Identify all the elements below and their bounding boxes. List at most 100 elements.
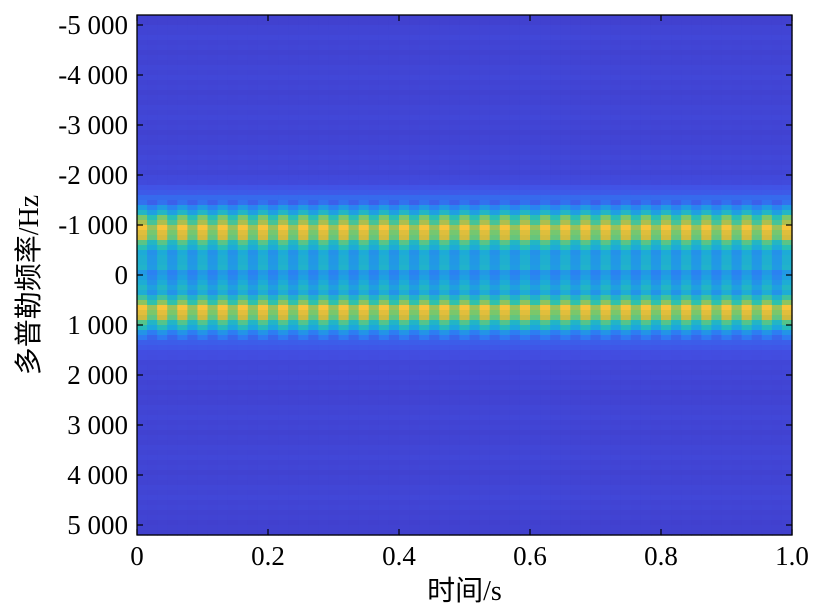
heatmap-cell	[721, 260, 733, 266]
heatmap-cell	[509, 295, 521, 301]
heatmap-cell	[550, 120, 561, 126]
heatmap-cell	[570, 325, 581, 331]
heatmap-cell	[671, 65, 682, 71]
heatmap-cell	[388, 210, 400, 216]
heatmap-cell	[257, 260, 269, 266]
heatmap-cell	[721, 195, 733, 201]
heatmap-cell	[368, 375, 380, 381]
heatmap-cell	[479, 230, 491, 236]
heatmap-cell	[318, 325, 330, 331]
heatmap-cell	[247, 240, 259, 246]
heatmap-cell	[227, 335, 239, 341]
heatmap-cell	[409, 275, 420, 281]
heatmap-cell	[630, 155, 642, 161]
heatmap-cell	[147, 305, 158, 311]
heatmap-cell	[308, 275, 319, 281]
heatmap-cell	[590, 350, 602, 356]
heatmap-cell	[237, 270, 249, 276]
heatmap-cell	[489, 40, 501, 46]
heatmap-cell	[348, 15, 360, 21]
heatmap-cell	[711, 130, 723, 136]
heatmap-cell	[278, 75, 289, 81]
heatmap-cell	[640, 325, 652, 331]
heatmap-cell	[489, 170, 501, 176]
heatmap-cell	[731, 75, 743, 81]
heatmap-cell	[499, 110, 511, 116]
heatmap-cell	[378, 95, 390, 101]
heatmap-cell	[409, 105, 420, 111]
heatmap-cell	[469, 120, 481, 126]
heatmap-cell	[429, 170, 440, 176]
heatmap-cell	[348, 305, 360, 311]
heatmap-cell	[630, 260, 642, 266]
heatmap-cell	[167, 145, 178, 151]
heatmap-cell	[227, 275, 239, 281]
heatmap-cell	[509, 395, 521, 401]
heatmap-cell	[671, 55, 682, 61]
heatmap-cell	[278, 60, 289, 66]
heatmap-cell	[570, 370, 581, 376]
heatmap-cell	[338, 175, 350, 181]
heatmap-cell	[227, 325, 239, 331]
heatmap-cell	[519, 390, 531, 396]
heatmap-cell	[620, 75, 632, 81]
heatmap-cell	[469, 215, 481, 221]
heatmap-cell	[419, 80, 430, 86]
heatmap-cell	[167, 170, 178, 176]
heatmap-cell	[479, 365, 491, 371]
heatmap-cell	[681, 265, 692, 271]
heatmap-cell	[217, 315, 229, 321]
heatmap-cell	[167, 365, 178, 371]
heatmap-cell	[348, 300, 360, 306]
heatmap-cell	[630, 305, 642, 311]
heatmap-cell	[207, 285, 219, 291]
heatmap-cell	[449, 255, 461, 261]
heatmap-cell	[348, 185, 360, 191]
heatmap-cell	[691, 335, 702, 341]
heatmap-cell	[701, 200, 712, 206]
heatmap-cell	[640, 110, 652, 116]
heatmap-cell	[640, 105, 652, 111]
heatmap-cell	[459, 385, 471, 391]
heatmap-cell	[197, 265, 209, 271]
heatmap-cell	[701, 260, 712, 266]
heatmap-cell	[580, 55, 592, 61]
heatmap-cell	[530, 285, 541, 291]
heatmap-cell	[227, 190, 239, 196]
heatmap-cell	[711, 320, 723, 326]
heatmap-cell	[479, 65, 491, 71]
heatmap-cell	[237, 360, 249, 366]
heatmap-cell	[388, 260, 400, 266]
heatmap-cell	[429, 85, 440, 91]
heatmap-cell	[257, 300, 269, 306]
heatmap-cell	[620, 160, 632, 166]
heatmap-cell	[368, 255, 380, 261]
heatmap-cell	[247, 30, 259, 36]
heatmap-cell	[167, 280, 178, 286]
heatmap-cell	[409, 75, 420, 81]
heatmap-cell	[630, 60, 642, 66]
heatmap-cell	[318, 305, 330, 311]
heatmap-cell	[378, 320, 390, 326]
heatmap-cell	[570, 205, 581, 211]
heatmap-cell	[479, 195, 491, 201]
heatmap-cell	[278, 195, 289, 201]
heatmap-cell	[247, 350, 259, 356]
heatmap-cell	[459, 165, 471, 171]
heatmap-cell	[650, 190, 662, 196]
heatmap-cell	[288, 230, 299, 236]
heatmap-cell	[630, 255, 642, 261]
heatmap-cell	[257, 290, 269, 296]
heatmap-cell	[721, 360, 733, 366]
heatmap-cell	[701, 180, 712, 186]
heatmap-cell	[570, 375, 581, 381]
heatmap-cell	[590, 210, 602, 216]
heatmap-cell	[348, 215, 360, 221]
heatmap-cell	[761, 120, 773, 126]
heatmap-cell	[429, 120, 440, 126]
heatmap-cell	[288, 265, 299, 271]
heatmap-cell	[761, 40, 773, 46]
heatmap-cell	[499, 90, 511, 96]
heatmap-cell	[308, 325, 319, 331]
heatmap-cell	[711, 95, 723, 101]
